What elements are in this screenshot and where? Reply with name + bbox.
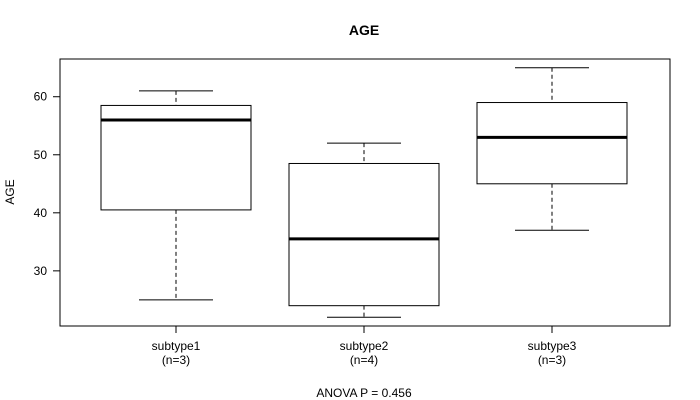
y-axis: 30 40 50 60 (34, 90, 60, 278)
x-category-label: subtype2 (340, 339, 389, 353)
box-subtype3 (476, 67, 628, 231)
x-category-label: subtype1 (152, 339, 201, 353)
plot-frame (59, 58, 671, 327)
chart-title: AGE (349, 22, 379, 38)
box-subtype2 (288, 142, 440, 318)
iqr-box (476, 102, 628, 185)
iqr-box (100, 104, 252, 211)
box-subtype1 (100, 90, 252, 301)
x-category-n-label: (n=4) (350, 353, 378, 367)
iqr-box (288, 162, 440, 307)
y-tick-label: 40 (34, 206, 48, 220)
anova-footer: ANOVA P = 0.456 (316, 386, 412, 400)
x-category-n-label: (n=3) (162, 353, 190, 367)
x-category-label: subtype3 (528, 339, 577, 353)
y-tick-label: 30 (34, 264, 48, 278)
y-axis-title: AGE (3, 179, 17, 204)
boxes-group (100, 67, 628, 318)
x-axis: subtype1(n=3)subtype2(n=4)subtype3(n=3) (152, 326, 577, 367)
y-tick-label: 60 (34, 90, 48, 104)
x-category-n-label: (n=3) (538, 353, 566, 367)
y-tick-label: 50 (34, 148, 48, 162)
